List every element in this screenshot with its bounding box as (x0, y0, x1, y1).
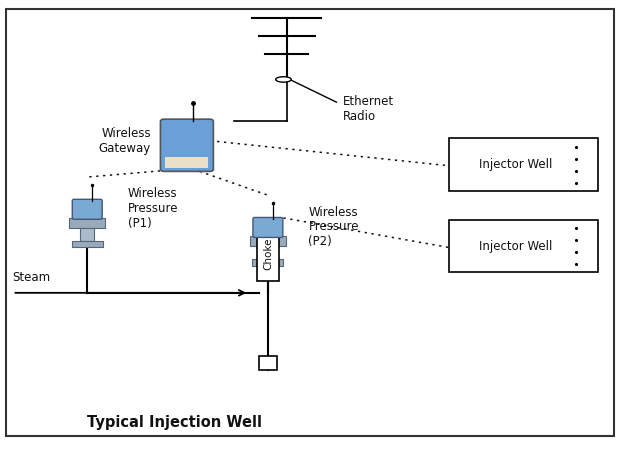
Bar (72, 241, 103, 247)
Bar (257, 227, 279, 281)
Text: Typical Injection Well: Typical Injection Well (87, 415, 262, 430)
FancyBboxPatch shape (72, 199, 102, 219)
Bar (166, 157, 208, 168)
Bar (252, 259, 283, 266)
Bar (261, 246, 275, 259)
Text: Injector Well: Injector Well (479, 158, 553, 171)
Text: Injector Well: Injector Well (479, 240, 553, 253)
Text: Wireless
Pressure
(P2): Wireless Pressure (P2) (308, 206, 359, 248)
Text: Choke: Choke (263, 238, 273, 271)
Bar (250, 236, 286, 246)
Bar (80, 228, 94, 241)
Bar (259, 356, 277, 370)
Text: Steam: Steam (12, 271, 50, 284)
Bar (449, 138, 598, 191)
Bar (449, 220, 598, 272)
FancyBboxPatch shape (161, 119, 213, 171)
Text: Ethernet
Radio: Ethernet Radio (343, 95, 394, 123)
Text: Wireless
Pressure
(P1): Wireless Pressure (P1) (128, 188, 178, 230)
Bar (69, 218, 105, 228)
Text: Wireless
Gateway: Wireless Gateway (99, 127, 151, 155)
Ellipse shape (275, 77, 292, 82)
FancyBboxPatch shape (253, 217, 283, 237)
